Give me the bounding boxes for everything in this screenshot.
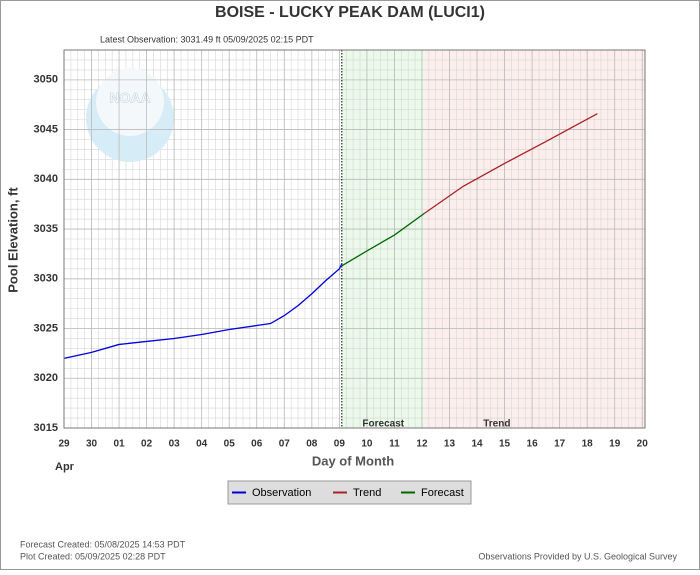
- x-tick-label: 10: [361, 439, 373, 450]
- x-tick-label: 08: [306, 439, 318, 450]
- y-tick-label: 3040: [34, 173, 58, 185]
- y-tick-label: 3035: [34, 223, 58, 235]
- data-line: [424, 113, 598, 214]
- region-label: Trend: [483, 419, 510, 430]
- x-tick-label: 17: [554, 439, 566, 450]
- x-tick-label: 14: [471, 439, 483, 450]
- y-tick-label: 3025: [34, 322, 58, 334]
- legend-label: Trend: [353, 487, 381, 499]
- legend-label: Observation: [252, 487, 311, 499]
- plot-frame: [63, 49, 646, 429]
- x-tick-label: 09: [334, 439, 346, 450]
- x-tick-label: 07: [279, 439, 291, 450]
- subtitle: Latest Observation: 3031.49 ft 05/09/202…: [100, 34, 314, 44]
- y-tick-label: 3050: [34, 74, 58, 86]
- x-tick-label: 30: [86, 439, 98, 450]
- legend-label: Forecast: [421, 487, 464, 499]
- x-tick-label: 11: [389, 439, 400, 450]
- x-tick-label: 12: [416, 439, 428, 450]
- y-tick-label: 3030: [34, 273, 58, 285]
- y-tick-label: 3045: [34, 123, 58, 135]
- footer-text: Plot Created: 05/09/2025 02:28 PDT: [20, 551, 166, 561]
- x-tick-label: 29: [58, 439, 70, 450]
- x-month-label: Apr: [55, 461, 75, 473]
- x-tick-label: 04: [196, 439, 208, 450]
- legend-box: [227, 480, 472, 505]
- x-tick-label: 13: [444, 439, 456, 450]
- y-tick-label: 3020: [34, 372, 58, 384]
- x-axis-label: Day of Month: [312, 453, 394, 468]
- footer-text: Forecast Created: 05/08/2025 14:53 PDT: [20, 539, 186, 549]
- chart-title: BOISE - LUCKY PEAK DAM (LUCI1): [215, 4, 485, 21]
- data-line: [63, 263, 343, 360]
- footer-text: Observations Provided by U.S. Geological…: [478, 551, 677, 561]
- x-tick-label: 20: [637, 439, 649, 450]
- x-tick-label: 03: [169, 439, 181, 450]
- data-line: [341, 212, 426, 267]
- y-tick-label: 3015: [34, 422, 58, 434]
- logo-text: NOAA: [109, 90, 150, 106]
- y-axis-label: Pool Elevation, ft: [5, 187, 20, 293]
- x-tick-label: 19: [609, 439, 621, 450]
- x-tick-label: 05: [224, 439, 236, 450]
- x-tick-label: 01: [114, 439, 126, 450]
- x-tick-label: 18: [582, 439, 594, 450]
- region-label: Forecast: [362, 419, 404, 430]
- x-tick-label: 02: [141, 439, 153, 450]
- x-tick-label: 15: [499, 439, 511, 450]
- x-tick-label: 16: [527, 439, 539, 450]
- x-tick-label: 06: [251, 439, 263, 450]
